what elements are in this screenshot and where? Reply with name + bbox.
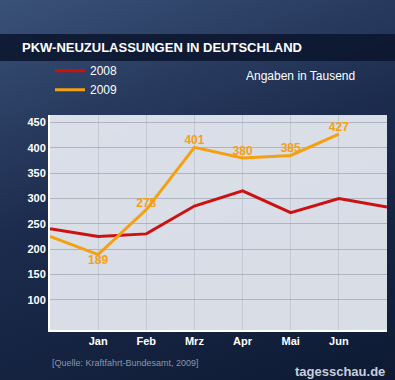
svg-text:401: 401: [184, 133, 204, 147]
svg-text:100: 100: [27, 294, 45, 306]
svg-text:150: 150: [27, 268, 45, 280]
svg-text:189: 189: [88, 253, 108, 267]
svg-text:Angaben in Tausend: Angaben in Tausend: [246, 69, 355, 83]
svg-text:2008: 2008: [90, 64, 117, 78]
svg-text:tagesschau.de: tagesschau.de: [295, 364, 385, 379]
svg-text:400: 400: [27, 142, 45, 154]
svg-text:Apr: Apr: [233, 335, 253, 347]
svg-text:Mai: Mai: [282, 335, 300, 347]
svg-text:250: 250: [27, 218, 45, 230]
svg-text:Jan: Jan: [89, 335, 108, 347]
svg-text:[Quelle: Kraftfahrt-Bundesamt,: [Quelle: Kraftfahrt-Bundesamt, 2009]: [52, 358, 199, 368]
svg-text:450: 450: [27, 116, 45, 128]
svg-text:350: 350: [27, 167, 45, 179]
svg-text:385: 385: [281, 141, 301, 155]
svg-text:200: 200: [27, 243, 45, 255]
svg-text:278: 278: [136, 196, 156, 210]
svg-text:Mrz: Mrz: [185, 335, 204, 347]
svg-text:2009: 2009: [90, 83, 117, 97]
svg-text:427: 427: [329, 120, 349, 134]
svg-text:PKW-NEUZULASSUNGEN IN DEUTSCHL: PKW-NEUZULASSUNGEN IN DEUTSCHLAND: [22, 40, 302, 55]
svg-text:Jun: Jun: [329, 335, 349, 347]
svg-text:Feb: Feb: [137, 335, 157, 347]
svg-text:300: 300: [27, 192, 45, 204]
svg-text:380: 380: [233, 144, 253, 158]
